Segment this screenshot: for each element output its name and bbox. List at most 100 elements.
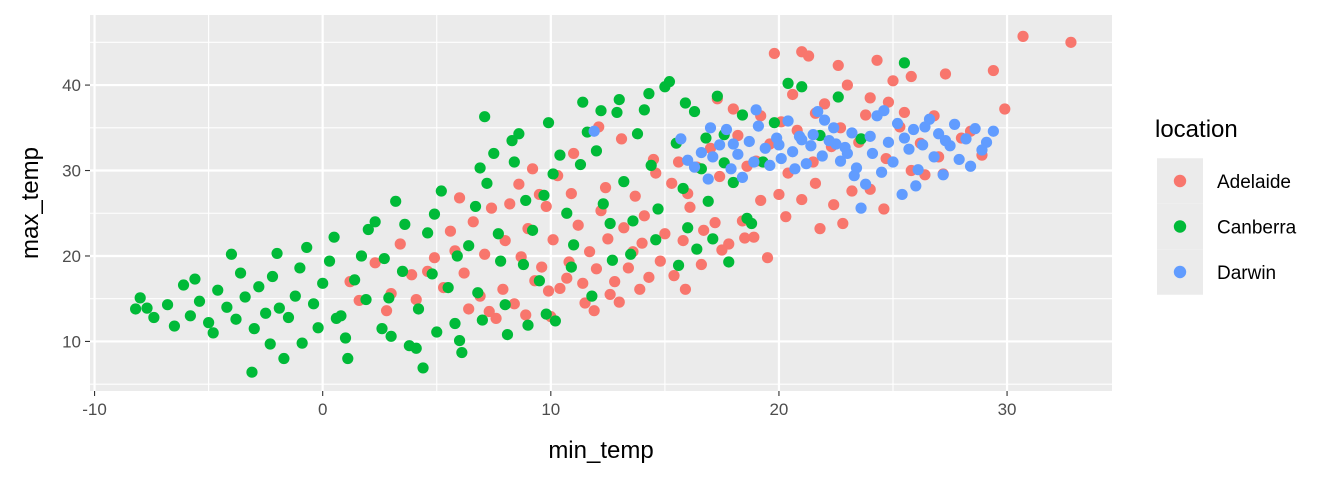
data-point-canberra	[481, 177, 493, 189]
data-point-canberra	[506, 135, 518, 147]
y-tick-label: 40	[62, 76, 81, 95]
data-point-adelaide	[748, 231, 760, 243]
data-point-darwin	[748, 156, 760, 168]
data-point-canberra	[323, 255, 336, 267]
data-point-darwin	[732, 148, 744, 160]
data-point-darwin	[704, 122, 717, 134]
data-point-canberra	[898, 57, 911, 69]
data-point-canberra	[230, 313, 242, 325]
data-point-darwin	[805, 140, 817, 152]
x-tick-label: 30	[998, 400, 1017, 419]
data-point-adelaide	[882, 96, 895, 108]
data-point-adelaide	[780, 211, 792, 223]
data-point-canberra	[586, 290, 598, 302]
data-point-adelaide	[394, 238, 406, 250]
data-point-canberra	[266, 270, 279, 283]
data-point-darwin	[688, 161, 701, 173]
legend: location Adelaide Canberra Darwin	[1155, 116, 1297, 295]
data-point-adelaide	[677, 235, 689, 247]
data-point-adelaide	[841, 79, 853, 91]
data-point-canberra	[184, 310, 196, 322]
data-point-canberra	[130, 303, 142, 315]
data-point-adelaide	[590, 263, 603, 275]
data-point-darwin	[727, 138, 739, 150]
data-point-canberra	[796, 81, 808, 93]
data-point-canberra	[426, 268, 438, 280]
data-point-darwin	[903, 143, 915, 155]
data-point-adelaide	[828, 199, 840, 211]
data-point-darwin	[917, 139, 929, 151]
data-point-canberra	[449, 317, 461, 330]
data-point-darwin	[848, 170, 860, 182]
data-point-canberra	[520, 194, 532, 207]
data-point-darwin	[773, 139, 785, 151]
data-point-darwin	[969, 123, 981, 135]
data-point-canberra	[148, 311, 160, 324]
data-point-adelaide	[1017, 30, 1029, 42]
data-point-canberra	[677, 182, 689, 195]
data-point-adelaide	[572, 219, 584, 231]
data-point-adelaide	[579, 297, 591, 309]
data-point-canberra	[638, 104, 650, 116]
data-point-adelaide	[818, 98, 831, 110]
data-point-canberra	[508, 156, 520, 168]
data-point-canberra	[488, 147, 500, 160]
data-point-canberra	[453, 334, 466, 347]
data-point-darwin	[828, 122, 840, 134]
data-point-adelaide	[871, 54, 883, 66]
data-point-canberra	[168, 320, 181, 332]
data-point-adelaide	[565, 188, 577, 200]
data-point-adelaide	[666, 177, 678, 189]
data-point-adelaide	[659, 228, 671, 240]
data-point-canberra	[631, 128, 644, 140]
legend-title: location	[1155, 116, 1238, 143]
data-point-adelaide	[618, 222, 630, 234]
data-point-canberra	[428, 208, 441, 220]
data-point-canberra	[422, 227, 434, 239]
data-point-canberra	[456, 346, 468, 359]
data-point-canberra	[782, 77, 794, 89]
data-point-canberra	[134, 292, 146, 304]
data-point-adelaide	[672, 156, 685, 168]
data-point-canberra	[342, 352, 354, 365]
data-point-canberra	[177, 279, 190, 291]
data-point-adelaide	[615, 133, 628, 145]
data-point-canberra	[282, 311, 295, 324]
data-point-adelaide	[467, 216, 479, 228]
data-point-canberra	[301, 241, 313, 254]
data-point-canberra	[711, 90, 723, 102]
data-point-darwin	[682, 154, 694, 166]
data-point-canberra	[618, 176, 630, 188]
data-point-darwin	[912, 164, 924, 176]
data-point-canberra	[355, 250, 368, 262]
data-point-adelaide	[905, 70, 917, 83]
data-point-canberra	[627, 215, 639, 227]
data-point-canberra	[317, 277, 329, 289]
data-point-canberra	[613, 94, 625, 106]
data-point-canberra	[625, 248, 637, 260]
data-point-adelaide	[809, 177, 822, 189]
data-point-darwin	[898, 132, 911, 144]
data-point-adelaide	[714, 170, 726, 183]
data-point-adelaide	[613, 296, 625, 308]
data-point-adelaide	[485, 202, 498, 214]
data-point-canberra	[312, 322, 324, 334]
data-point-darwin	[818, 114, 831, 126]
x-tick-label: -10	[82, 400, 107, 419]
data-point-adelaide	[679, 283, 692, 295]
data-point-canberra	[385, 330, 397, 342]
data-point-adelaide	[542, 285, 555, 297]
data-point-adelaide	[604, 288, 616, 301]
data-point-canberra	[221, 301, 233, 313]
data-point-adelaide	[638, 210, 650, 222]
data-point-darwin	[878, 105, 890, 117]
data-point-adelaide	[668, 270, 680, 282]
data-point-canberra	[431, 326, 443, 338]
data-point-canberra	[271, 247, 283, 260]
data-point-canberra	[412, 303, 425, 315]
data-point-canberra	[225, 248, 238, 260]
data-point-canberra	[611, 106, 623, 119]
data-point-adelaide	[695, 258, 707, 271]
data-point-canberra	[547, 168, 559, 180]
data-point-adelaide	[444, 225, 457, 237]
